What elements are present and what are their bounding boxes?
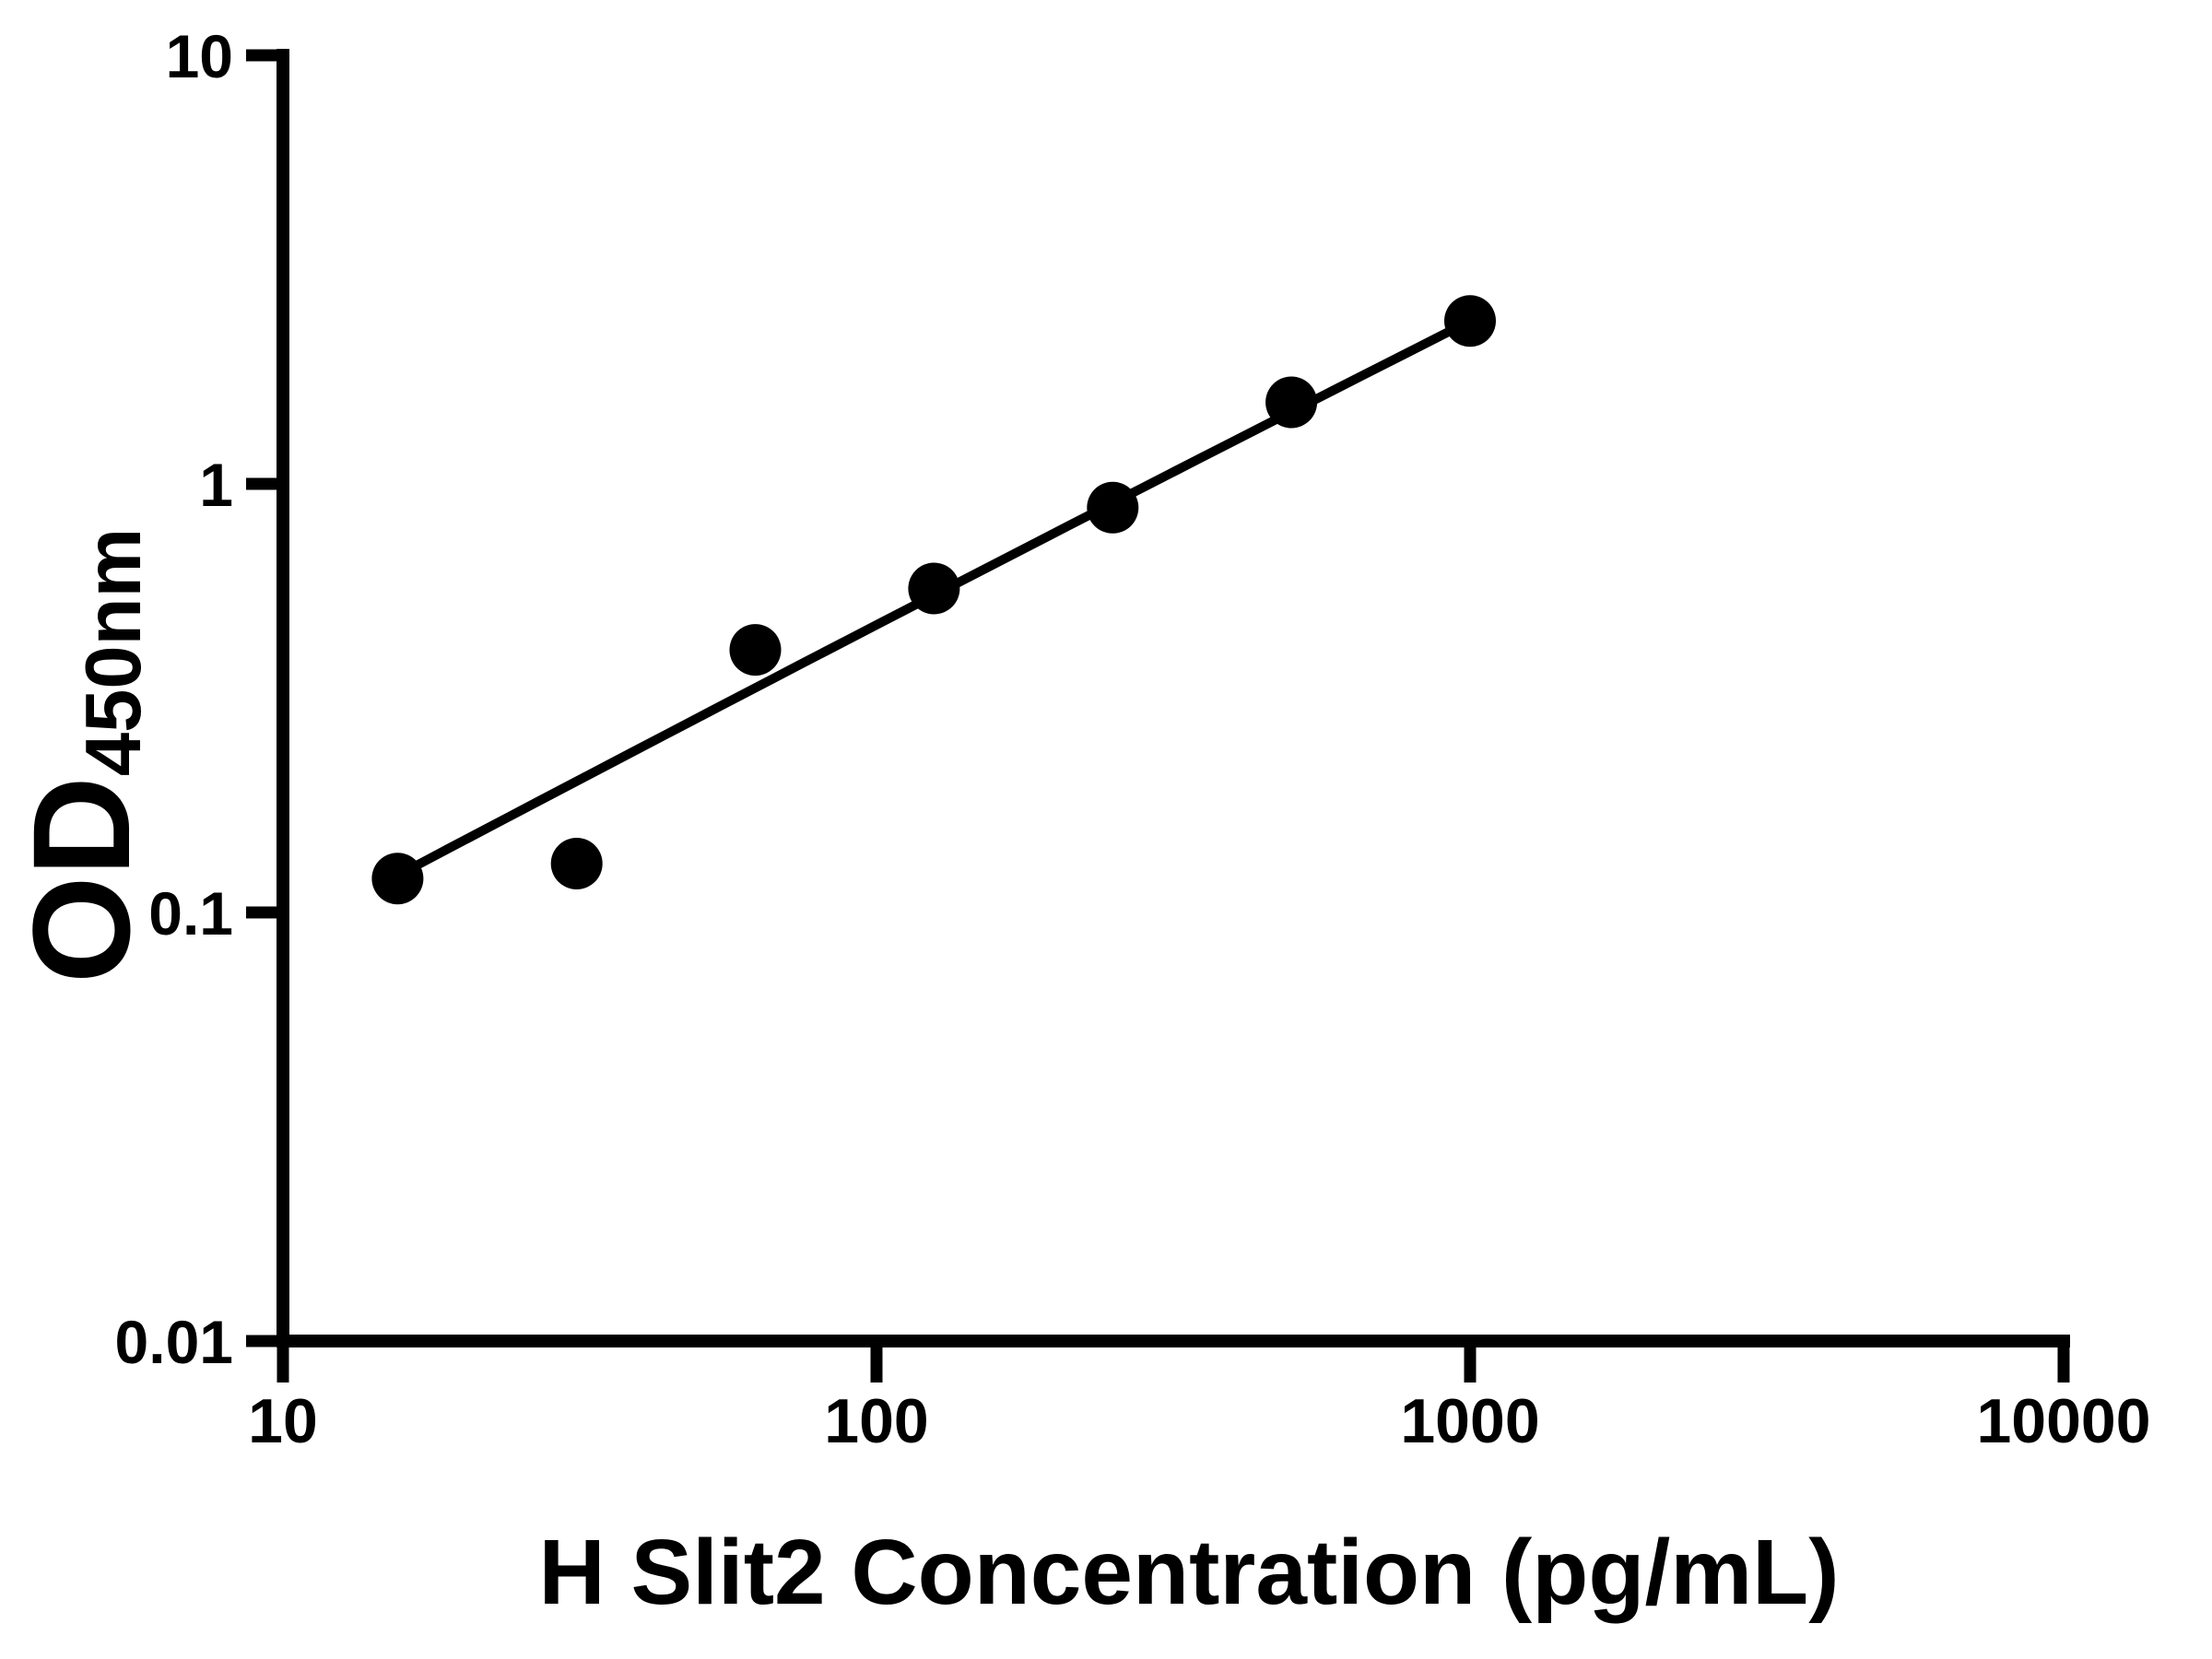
x-tick-label: 10000 (1976, 1386, 2150, 1456)
y-tick-label: 1 (199, 451, 233, 519)
data-point (1087, 481, 1139, 534)
axes (276, 49, 2070, 1347)
data-point (908, 562, 960, 615)
x-tick-label: 100 (824, 1386, 928, 1456)
y-axis-ticks (246, 49, 283, 1347)
data-point (1444, 295, 1496, 347)
y-tick-label: 0.01 (115, 1308, 233, 1376)
data-point (729, 624, 782, 677)
data-point (550, 838, 603, 889)
y-axis-title-main: OD (4, 776, 159, 983)
y-axis-title: OD450nm (4, 528, 159, 983)
data-points (371, 295, 1496, 905)
data-point (371, 853, 424, 905)
x-axis-ticks (276, 1341, 2070, 1382)
x-axis-title: H Slit2 Concentration (pg/mL) (538, 1521, 1839, 1624)
y-tick-label: 0.1 (148, 879, 233, 947)
y-tick-label: 10 (166, 22, 233, 90)
y-axis-title-subscript: 450nm (70, 528, 158, 776)
x-tick-label: 10 (248, 1386, 318, 1456)
data-point (1265, 376, 1318, 429)
x-tick-label: 1000 (1400, 1386, 1539, 1456)
y-axis-tick-labels: 10 1 0.1 0.01 (115, 22, 233, 1376)
x-axis-tick-labels: 10 100 1000 10000 (248, 1386, 2150, 1456)
